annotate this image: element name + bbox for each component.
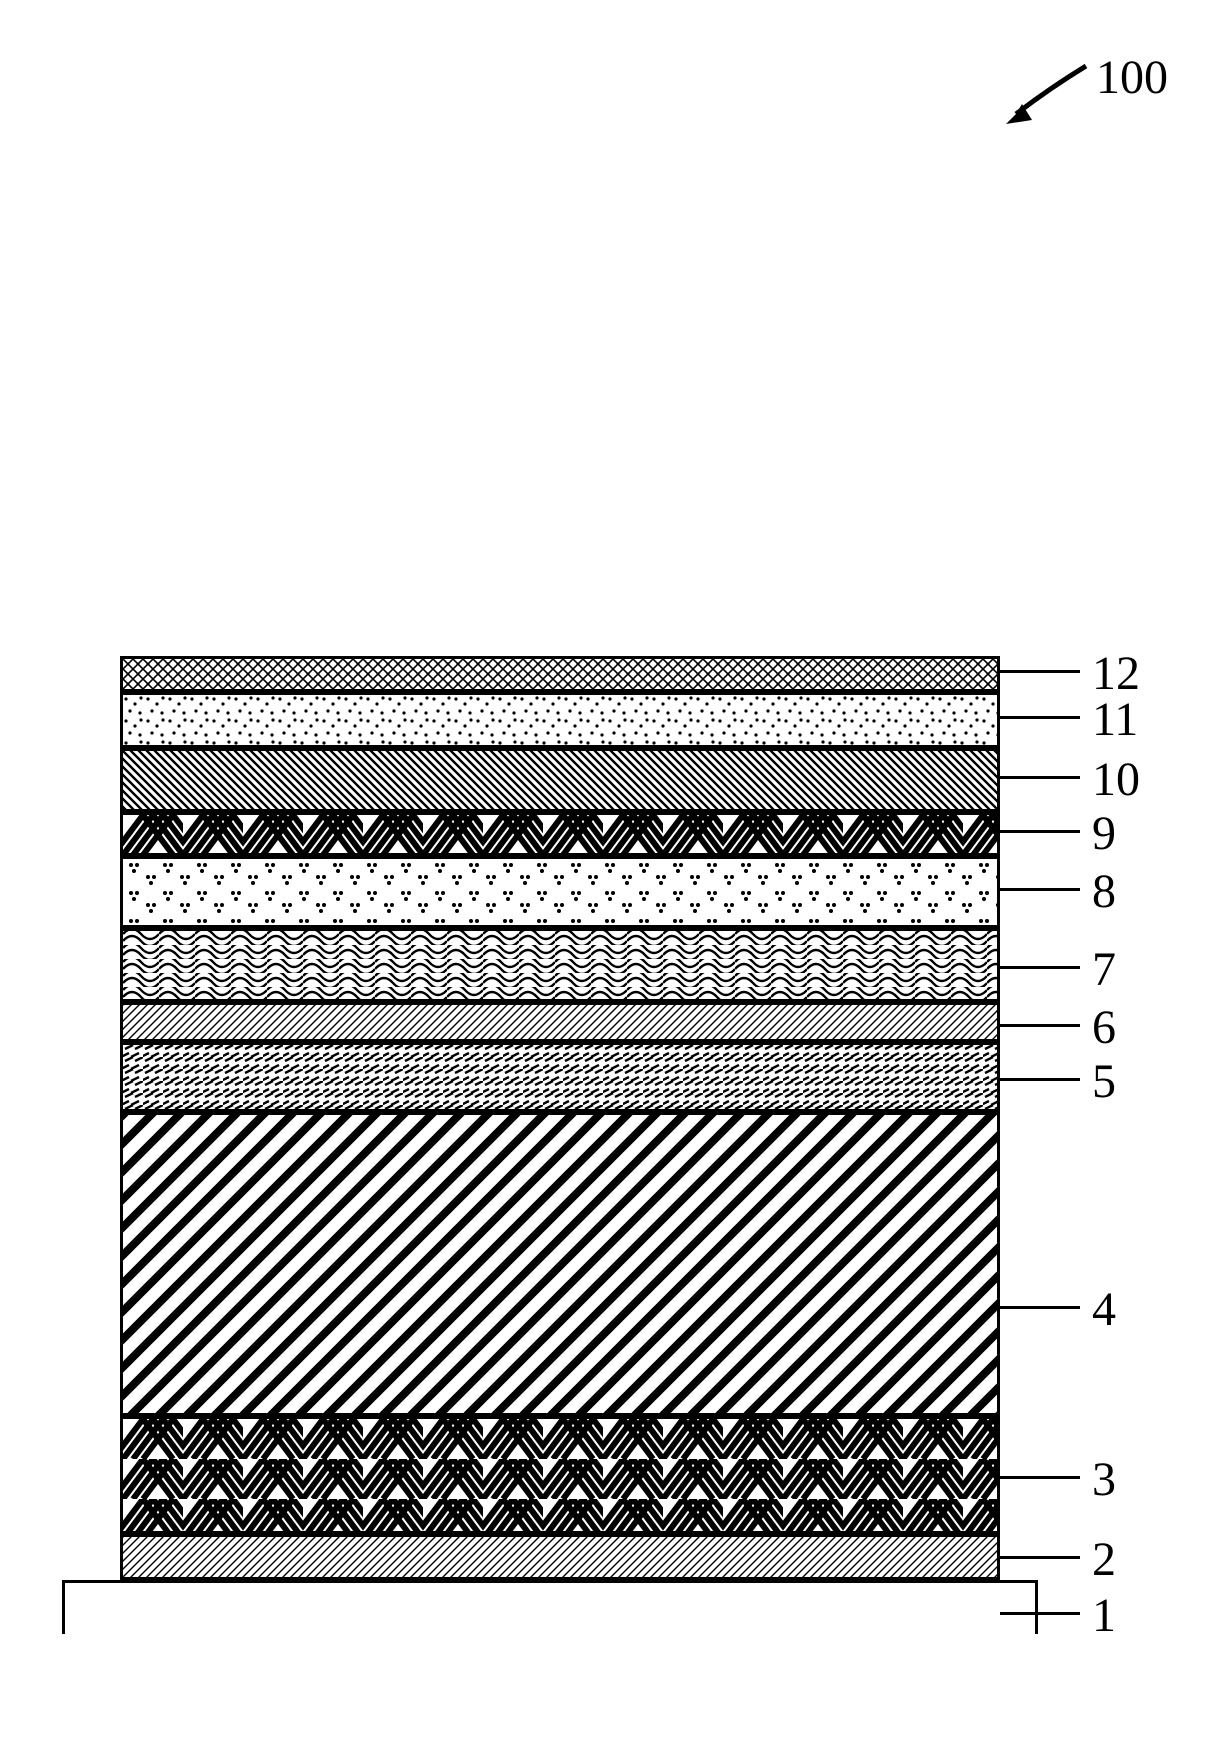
label-layer-3: 3	[1092, 1452, 1116, 1507]
leader-layer-3	[1000, 1476, 1080, 1479]
label-layer-1: 1	[1092, 1588, 1116, 1643]
label-layer-11: 11	[1092, 692, 1138, 747]
leader-layer-4	[1000, 1306, 1080, 1309]
leader-layer-5	[1000, 1078, 1080, 1081]
layer-6	[120, 1002, 1000, 1042]
leader-layer-8	[1000, 888, 1080, 891]
label-layer-4: 4	[1092, 1282, 1116, 1337]
layer-9	[120, 812, 1000, 856]
layer-12	[120, 656, 1000, 692]
leader-layer-2	[1000, 1556, 1080, 1559]
label-layer-6: 6	[1092, 1000, 1116, 1055]
leader-layer-11	[1000, 716, 1080, 719]
layer-8	[120, 856, 1000, 928]
leader-layer-12	[1000, 670, 1080, 673]
layer-2	[120, 1534, 1000, 1580]
layer-3	[120, 1416, 1000, 1534]
figure-viewport: 100 121110987654321	[0, 0, 1221, 1756]
figure-ref-arrow	[1000, 58, 1090, 128]
layer-7	[120, 928, 1000, 1002]
layer-4	[120, 1112, 1000, 1416]
leader-layer-1	[1000, 1612, 1080, 1615]
leader-layer-6	[1000, 1024, 1080, 1027]
leader-layer-7	[1000, 966, 1080, 969]
figure-ref-label: 100	[1096, 50, 1168, 105]
label-layer-10: 10	[1092, 752, 1140, 807]
label-layer-7: 7	[1092, 942, 1116, 997]
leader-layer-10	[1000, 776, 1080, 779]
layer-10	[120, 748, 1000, 812]
baseplate-layer-1	[62, 1580, 1038, 1634]
label-layer-8: 8	[1092, 864, 1116, 919]
label-layer-2: 2	[1092, 1532, 1116, 1587]
label-layer-9: 9	[1092, 806, 1116, 861]
leader-layer-9	[1000, 830, 1080, 833]
layer-5	[120, 1042, 1000, 1112]
label-layer-5: 5	[1092, 1054, 1116, 1109]
layer-11	[120, 692, 1000, 748]
